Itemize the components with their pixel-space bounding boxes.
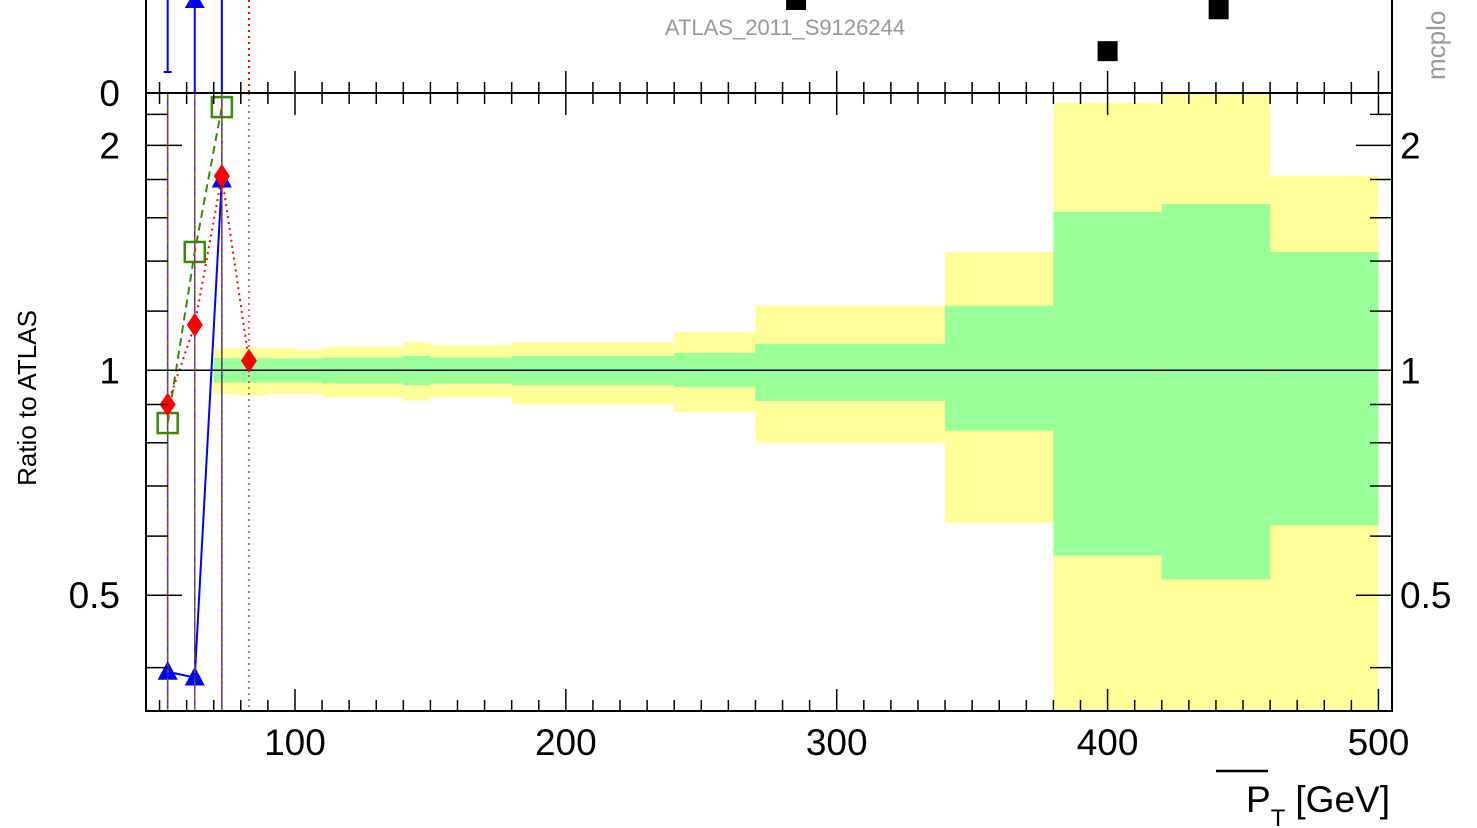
axis-ticks — [146, 71, 1392, 711]
y-tick-label-right: 2 — [1400, 125, 1421, 166]
lower-panel: 100 200 300 400 500 0.5 0.5 1 1 2 2 — [69, 71, 1452, 763]
x-axis-label-unit: [GeV] — [1295, 779, 1390, 820]
y-tick-label-right: 0.5 — [1400, 575, 1451, 616]
y-tick-label: 1 — [99, 350, 120, 391]
inner-band-bin — [1270, 251, 1379, 526]
x-tick-label: 200 — [535, 722, 597, 763]
x-tick-label: 300 — [806, 722, 868, 763]
series-line — [166, 175, 250, 405]
inner-band-bin — [945, 305, 1054, 431]
series — [159, 93, 257, 711]
uncertainty-bands — [213, 93, 1379, 711]
side-tag: mcplo — [1421, 11, 1451, 80]
x-axis-label-main: P — [1246, 779, 1271, 820]
y-tick-label-right: 1 — [1400, 350, 1421, 391]
upper-data-point — [786, 0, 807, 10]
upper-y-tick-label: 0 — [99, 73, 120, 114]
data-point — [213, 163, 230, 188]
x-axis-label: PT [GeV] — [1216, 769, 1390, 828]
y-axis-label: Ratio to ATLAS — [12, 310, 42, 486]
inner-band-bin — [1161, 203, 1271, 580]
inner-band-bin — [755, 343, 946, 401]
x-tick-label: 400 — [1077, 722, 1139, 763]
svg-text:PT[GeV]: PT [GeV] — [1246, 779, 1390, 828]
upper-panel: ATLAS_2011_S9126244 0 mcplo — [99, 0, 1451, 114]
upper-data-point — [1208, 0, 1229, 20]
x-tick-label: 100 — [264, 722, 326, 763]
y-tick-label: 2 — [99, 125, 120, 166]
analysis-tag: ATLAS_2011_S9126244 — [665, 15, 905, 40]
tick-labels: 100 200 300 400 500 0.5 0.5 1 1 2 2 — [69, 125, 1452, 763]
x-tick-label: 500 — [1348, 722, 1410, 763]
inner-band-bin — [1053, 211, 1162, 556]
plot-frame — [145, 92, 1393, 712]
x-axis-label-sub: T — [1271, 805, 1286, 828]
series-layer — [156, 93, 257, 711]
data-point — [240, 348, 257, 373]
y-tick-label: 0.5 — [69, 575, 120, 616]
upper-data-point — [1097, 41, 1118, 62]
data-point — [186, 312, 203, 337]
